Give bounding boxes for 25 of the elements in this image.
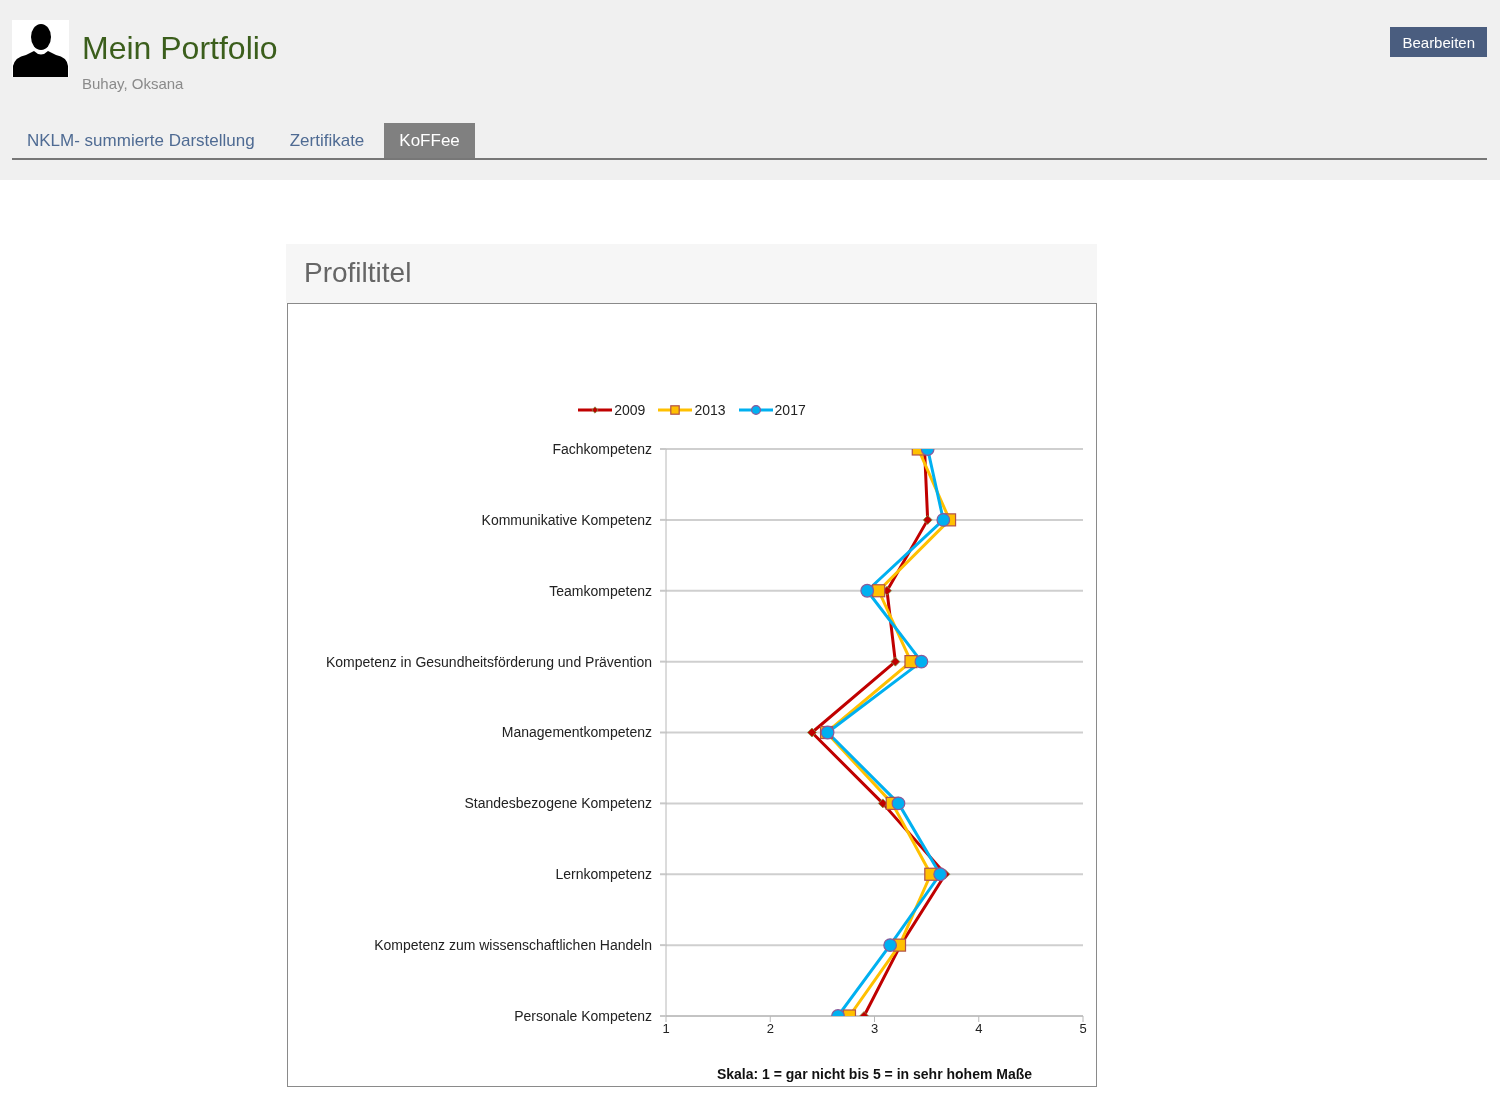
- y-tick-label: Personale Kompetenz: [514, 1007, 652, 1024]
- x-axis-title: Skala: 1 = gar nicht bis 5 = in sehr hohem Maße: [716, 1066, 1033, 1082]
- legend-label: 2013: [694, 402, 726, 418]
- tab: KoFFee: [384, 123, 475, 159]
- x-tick-label: 4: [975, 1021, 983, 1037]
- y-tick-label: Managementkompetenz: [501, 724, 652, 741]
- y-tick-label: Kommunikative Kompetenz: [481, 511, 652, 528]
- edit-button: Bearbeiten: [1390, 27, 1487, 57]
- x-tick-label: 1: [662, 1021, 670, 1037]
- x-tick-label: 5: [1079, 1021, 1087, 1037]
- y-tick-label: Fachkompetenz: [552, 440, 652, 457]
- text: Profiltitel: [304, 256, 412, 290]
- text: Buhay, Oksana: [82, 74, 184, 94]
- legend-label: 2009: [614, 402, 646, 418]
- y-tick-label: Teamkompetenz: [549, 582, 652, 599]
- x-tick-label: 3: [870, 1021, 879, 1037]
- legend-label: 2017: [774, 402, 806, 418]
- text: Zertifikate: [289, 131, 365, 151]
- text: Mein Portfolio: [82, 29, 278, 68]
- y-tick-label: Kompetenz zum wissenschaftlichen Handeln: [374, 937, 652, 954]
- y-tick-label: Lernkompetenz: [555, 866, 652, 883]
- y-tick-label: Kompetenz in Gesundheitsförderung und Prävention: [325, 653, 652, 670]
- y-tick-label: Standesbezogene Kompetenz: [464, 795, 652, 812]
- text: NKLM- summierte Darstellung: [27, 131, 255, 151]
- x-tick-label: 2: [766, 1021, 774, 1037]
